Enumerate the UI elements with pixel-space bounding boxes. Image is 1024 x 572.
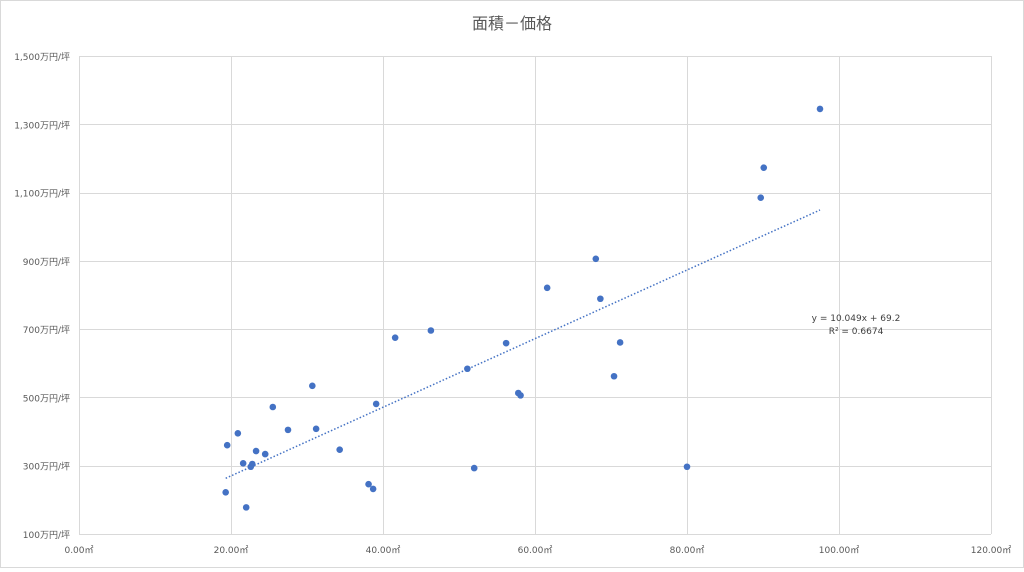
data-point [248, 460, 256, 468]
data-point [336, 446, 343, 453]
data-point [391, 334, 399, 341]
x-tick-label: 80.00㎡ [670, 545, 705, 556]
gridlines [79, 56, 992, 535]
x-tick-label: 0.00㎡ [64, 545, 93, 556]
data-point [312, 425, 320, 433]
data-point [239, 460, 247, 467]
chart-title: 面積－価格 [472, 14, 552, 33]
data-point [616, 339, 624, 346]
data-point [816, 105, 824, 113]
y-tick-label: 300万円/坪 [23, 462, 70, 473]
data-points [222, 105, 824, 511]
data-point [365, 480, 372, 488]
data-point [269, 403, 277, 411]
x-tick-label: 60.00㎡ [518, 545, 553, 556]
data-point [517, 392, 524, 399]
data-point [284, 426, 292, 434]
data-point [757, 194, 765, 201]
data-point [372, 400, 380, 408]
data-point [234, 429, 242, 437]
x-tick-label: 20.00㎡ [214, 545, 249, 556]
trendline-equation: y = 10.049x + 69.2 [812, 314, 901, 324]
data-point [261, 450, 269, 458]
data-point [597, 295, 604, 303]
x-axis-tick-labels: 0.00㎡ 20.00㎡ 40.00㎡ 60.00㎡ 80.00㎡ 100.00㎡ 120.… [64, 545, 1011, 556]
x-tick-label: 100.00㎡ [819, 545, 860, 556]
y-tick-label: 700万円/坪 [23, 325, 70, 336]
data-point [252, 447, 260, 455]
data-point [592, 255, 600, 263]
data-point [222, 489, 229, 496]
data-point [502, 339, 510, 347]
y-tick-label: 1,300万円/坪 [14, 120, 70, 131]
data-point [543, 284, 551, 292]
y-tick-label: 1,100万円/坪 [14, 189, 70, 200]
x-tick-label: 40.00㎡ [366, 545, 401, 556]
data-point [760, 164, 768, 171]
data-point [683, 463, 691, 471]
trendline-layer [225, 209, 821, 479]
data-point [610, 372, 618, 380]
data-point [223, 441, 231, 449]
x-tick-label: 120.00㎡ [971, 545, 1012, 556]
data-point [369, 485, 377, 493]
y-tick-label: 900万円/坪 [23, 257, 70, 268]
trendline-r-squared: R² = 0.6674 [829, 327, 884, 337]
data-point [464, 365, 471, 373]
y-tick-label: 100万円/坪 [23, 530, 70, 541]
data-point [309, 382, 316, 390]
y-axis-tick-labels: 100万円/坪 300万円/坪 500万円/坪 700万円/坪 900万円/坪 1,100… [14, 52, 70, 541]
data-point [470, 464, 478, 472]
data-point [242, 504, 250, 511]
trendline [225, 209, 821, 479]
y-tick-label: 500万円/坪 [23, 393, 70, 404]
y-tick-label: 1,500万円/坪 [14, 52, 70, 63]
data-point [427, 327, 435, 334]
